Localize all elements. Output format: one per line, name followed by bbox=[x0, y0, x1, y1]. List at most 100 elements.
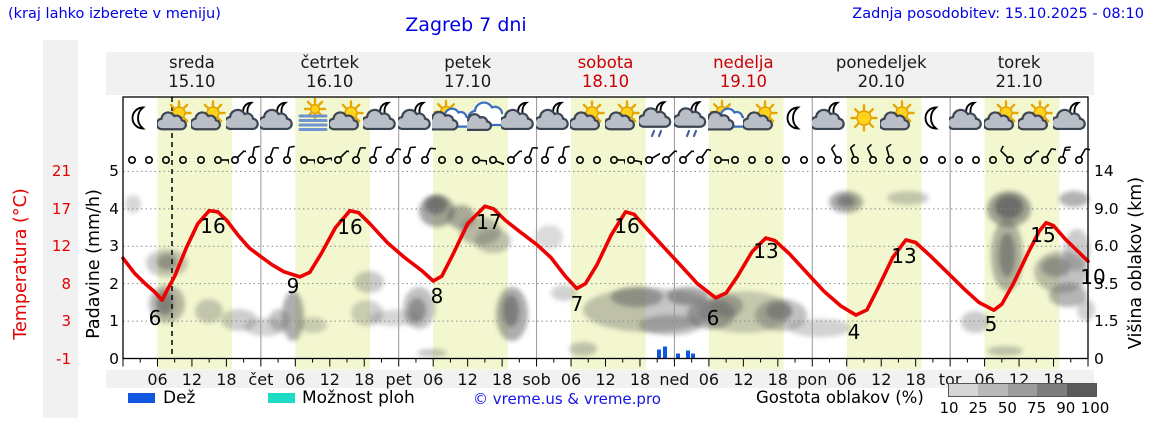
day-date: 19.10 bbox=[719, 72, 767, 91]
wind-calm-icon bbox=[121, 139, 143, 165]
temperature-label: 6 bbox=[148, 306, 162, 330]
cloud-density-blob bbox=[125, 195, 141, 213]
wind-barb-icon bbox=[379, 139, 403, 165]
temp-tick: 21 bbox=[51, 162, 71, 181]
wind-barb-icon bbox=[345, 139, 367, 165]
hour-tick: 12 bbox=[871, 370, 892, 389]
density-segment bbox=[978, 384, 1008, 396]
time-label-strip bbox=[106, 370, 1094, 388]
hour-tick: 12 bbox=[181, 370, 203, 389]
temperature-label: 13 bbox=[753, 239, 779, 263]
cloud-density-blob bbox=[282, 291, 304, 341]
page-title: Zagreb 7 dni bbox=[405, 14, 527, 36]
sun-cloud-icon bbox=[568, 98, 606, 138]
cloud-density-blob bbox=[611, 287, 663, 307]
day-name-sreda: sreda bbox=[169, 53, 215, 72]
rain-legend-label: Dež bbox=[163, 388, 196, 408]
hour-tick: 12 bbox=[595, 370, 616, 389]
ground-fog-blob bbox=[417, 349, 447, 357]
temperature-label: 10 bbox=[1080, 265, 1106, 289]
wind-barb-icon bbox=[276, 139, 298, 165]
sun-cloud-icon bbox=[982, 98, 1020, 138]
wind-calm-icon bbox=[741, 139, 763, 165]
cloud-density-blob bbox=[1077, 299, 1095, 321]
cloud-height-tick: 9.0 bbox=[1094, 199, 1119, 218]
hour-tick: 18 bbox=[629, 370, 651, 389]
cloud-density-blob bbox=[269, 309, 289, 331]
hour-tick: 12 bbox=[733, 370, 754, 389]
ground-fog-blob bbox=[987, 346, 1023, 356]
cloud-density-blob bbox=[1059, 191, 1089, 207]
cloud-density-blob bbox=[299, 317, 327, 333]
hour-tick: 06 bbox=[836, 370, 857, 389]
wind-barb-icon bbox=[844, 139, 866, 165]
cloud-density-blob bbox=[995, 195, 1023, 219]
sun-cloud-icon bbox=[878, 98, 916, 138]
temp-tick: 12 bbox=[51, 237, 71, 256]
wind-calm-icon bbox=[775, 139, 797, 165]
hour-tick: 12 bbox=[319, 370, 340, 389]
density-scale-label: 90 bbox=[1056, 399, 1076, 417]
sun-cloud-icon bbox=[1016, 98, 1054, 138]
temperature-label: 7 bbox=[570, 292, 584, 316]
cloud-height-tick: 14 bbox=[1094, 162, 1114, 181]
sun-icon bbox=[846, 98, 882, 138]
wind-barb-icon bbox=[862, 139, 884, 165]
moon-cloud-rain-icon bbox=[637, 98, 675, 138]
temp-tick: -1 bbox=[56, 349, 71, 368]
wind-calm-icon bbox=[190, 139, 212, 165]
wind-calm-icon bbox=[724, 139, 746, 165]
wind-calm-icon bbox=[569, 139, 591, 165]
density-scale-label: 100 bbox=[1080, 399, 1110, 417]
wind-barb-icon bbox=[258, 139, 280, 165]
day-name-sobota: sobota bbox=[577, 53, 634, 72]
temperature-label: 4 bbox=[847, 320, 861, 344]
moon-icon bbox=[122, 98, 158, 138]
density-scale-label: 75 bbox=[1027, 399, 1047, 417]
day-date: 20.10 bbox=[857, 72, 905, 91]
cloud-density-blob bbox=[789, 319, 851, 337]
hour-tick: 18 bbox=[491, 370, 513, 389]
hour-tick: 06 bbox=[560, 370, 582, 389]
density-scale-label: 50 bbox=[997, 399, 1017, 417]
precip-tick: 0 bbox=[109, 349, 119, 368]
hour-tick: 06 bbox=[698, 370, 720, 389]
menu-hint: (kraj lahko izberete v meniju) bbox=[8, 6, 221, 22]
temperature-label: 9 bbox=[286, 274, 300, 298]
rain-bar bbox=[657, 349, 661, 359]
day-header-strip bbox=[106, 52, 1094, 95]
moon-cloud-icon bbox=[946, 98, 985, 138]
cloud-height-tick: 0 bbox=[1094, 349, 1104, 368]
cloud-density-blob bbox=[425, 196, 447, 214]
moon-cloud-icon bbox=[360, 98, 399, 138]
rain-bar bbox=[676, 353, 680, 359]
sun-cloud-icon bbox=[189, 98, 227, 138]
copyright-link[interactable]: © vreme.us & vreme.pro bbox=[473, 390, 661, 408]
wind-barb-icon bbox=[879, 139, 901, 165]
cloud-density-blob bbox=[354, 271, 384, 293]
wind-barb-icon bbox=[362, 139, 384, 165]
wind-barb-icon bbox=[396, 139, 418, 165]
wind-calm-icon bbox=[172, 139, 194, 165]
temperature-label: 16 bbox=[614, 214, 640, 238]
wind-calm-icon bbox=[896, 139, 918, 165]
wind-calm-icon bbox=[138, 139, 160, 165]
cloud-density-blob bbox=[639, 315, 701, 335]
ground-fog-blob bbox=[569, 342, 597, 356]
density-segment bbox=[1066, 384, 1097, 396]
density-segment bbox=[949, 384, 979, 396]
cloud-height-tick: 3.5 bbox=[1094, 274, 1119, 293]
moon-cloud-icon bbox=[533, 98, 572, 138]
left-axis-strip bbox=[43, 40, 78, 418]
cloud-density-blob bbox=[157, 254, 177, 270]
rain-bar bbox=[691, 353, 695, 359]
wind-calm-icon bbox=[948, 139, 970, 165]
rain-legend-swatch bbox=[128, 393, 155, 403]
cloud-density-blob bbox=[1041, 257, 1071, 277]
wind-barb-icon bbox=[827, 139, 849, 165]
day-abbrev-tick: pon bbox=[797, 370, 828, 389]
day-name-nedelja: nedelja bbox=[713, 53, 774, 72]
cloud-density-blob bbox=[961, 311, 989, 333]
